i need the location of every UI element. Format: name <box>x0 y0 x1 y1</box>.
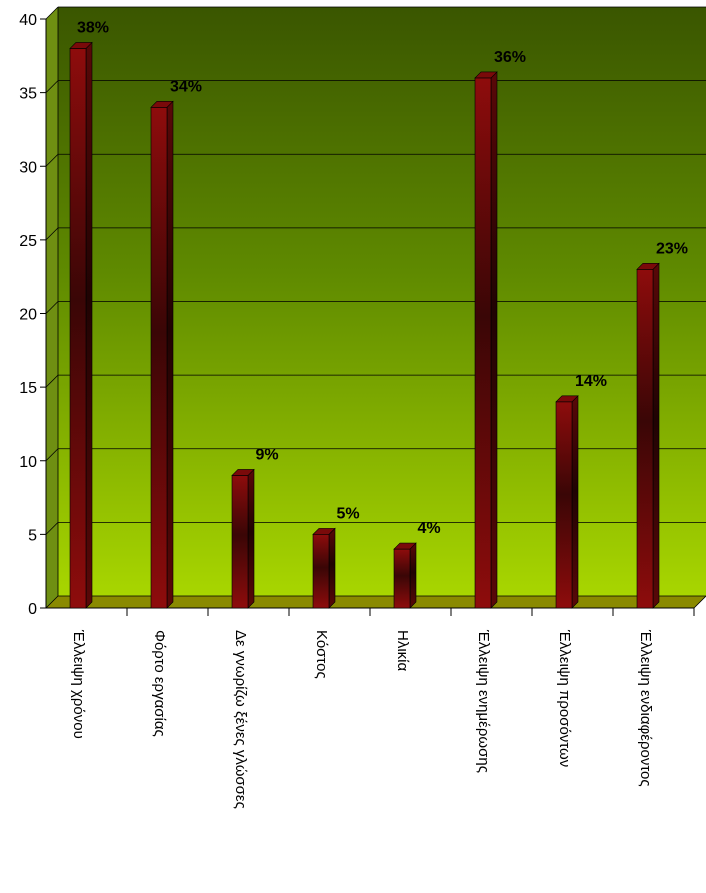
bar-side <box>409 542 417 609</box>
bar-front <box>150 107 168 609</box>
y-tick-label: 5 <box>28 527 37 544</box>
y-tick-label: 15 <box>19 380 37 397</box>
data-label: 14% <box>575 373 607 390</box>
y-tick-label: 10 <box>19 454 37 471</box>
category-label: Δε γνωρίζω ξένες γλώσσες <box>232 630 249 809</box>
category-labels: Έλλειψη χρόνου Φόρτο εργασίας Δε γνωρίζω ξ… <box>70 629 654 809</box>
category-label: Έλλειψη προσόντων <box>556 629 573 767</box>
bar-side <box>247 468 255 609</box>
gridline-side <box>45 6 59 20</box>
bar-front <box>555 401 573 609</box>
category-label: Κόστος <box>313 630 330 679</box>
bar-top <box>393 542 417 550</box>
bar <box>231 468 255 609</box>
bar-side <box>490 71 498 609</box>
bar-front <box>69 48 87 609</box>
category-label: Έλλειψη ενημέρωσης <box>475 629 492 773</box>
y-tick-label: 0 <box>28 601 37 618</box>
bar-top <box>231 469 255 476</box>
bar <box>555 395 579 609</box>
data-label: 36% <box>494 49 526 66</box>
y-tick-labels: 0 5 10 15 20 25 30 35 40 <box>19 12 37 618</box>
bar-side <box>166 100 174 609</box>
bar-front <box>231 475 249 609</box>
gridline-side <box>45 448 59 462</box>
bar-top <box>636 263 660 270</box>
gridline-side <box>45 80 59 93</box>
data-label: 38% <box>77 19 109 36</box>
floor <box>45 595 706 609</box>
data-labels: 38% 34% 9% 5% 4% 36% 14% 23% <box>77 19 688 537</box>
data-label: 4% <box>417 520 440 537</box>
bar-top <box>474 71 498 79</box>
category-label: Έλλειψη ενδιαφέροντος <box>637 629 654 787</box>
category-label: Έλλειψη χρόνου <box>70 629 87 739</box>
y-tick-label: 35 <box>19 86 37 103</box>
y-tick-label: 20 <box>19 307 37 324</box>
gridline-side <box>45 301 59 314</box>
y-tick-label: 30 <box>19 159 37 176</box>
gridline-side <box>45 374 59 388</box>
y-tick-label: 40 <box>19 12 37 29</box>
data-label: 23% <box>656 240 688 257</box>
bar <box>636 262 660 609</box>
data-label: 5% <box>336 505 359 522</box>
plot-background <box>45 7 706 609</box>
gridline-side <box>45 153 59 167</box>
bar-top <box>312 528 336 535</box>
bar-top <box>69 42 93 49</box>
bar-side <box>652 262 660 609</box>
bar-side <box>85 41 93 609</box>
data-label: 34% <box>170 78 202 95</box>
bar <box>474 71 498 609</box>
bar-front <box>636 269 654 609</box>
bar-top <box>555 395 579 403</box>
bar-side <box>328 527 336 609</box>
gridline-side <box>45 227 59 241</box>
bar-side <box>571 395 579 609</box>
bar <box>312 527 336 609</box>
bar-front <box>393 548 411 609</box>
bar-front <box>474 77 492 609</box>
bar-front <box>312 534 330 609</box>
category-label: Ηλικία <box>394 630 411 671</box>
y-tick-label: 25 <box>19 233 37 250</box>
bar-top <box>150 101 174 108</box>
bar <box>150 100 174 609</box>
bar <box>69 41 93 609</box>
bars <box>69 41 660 609</box>
gridline-side <box>45 522 59 535</box>
data-label: 9% <box>255 446 278 463</box>
bar <box>393 542 417 609</box>
category-label: Φόρτο εργασίας <box>151 630 168 737</box>
